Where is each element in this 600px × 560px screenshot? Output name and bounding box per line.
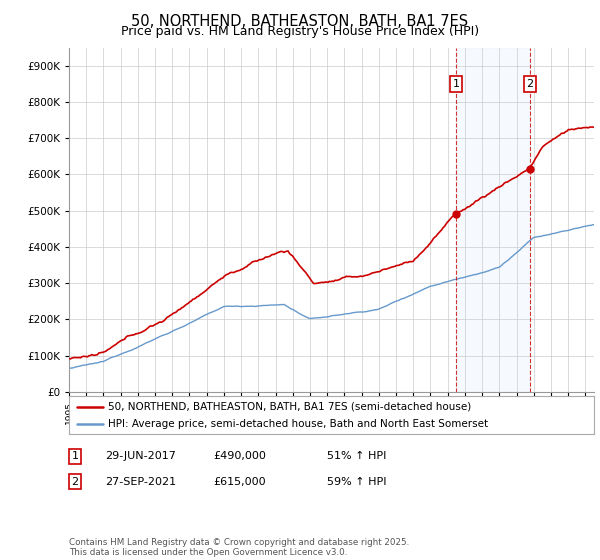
Text: HPI: Average price, semi-detached house, Bath and North East Somerset: HPI: Average price, semi-detached house,…	[109, 419, 488, 430]
Text: 29-JUN-2017: 29-JUN-2017	[105, 451, 176, 461]
Text: Price paid vs. HM Land Registry's House Price Index (HPI): Price paid vs. HM Land Registry's House …	[121, 25, 479, 38]
Bar	[456, 48, 530, 392]
Text: 2: 2	[71, 477, 79, 487]
Text: Contains HM Land Registry data © Crown copyright and database right 2025.
This d: Contains HM Land Registry data © Crown c…	[69, 538, 409, 557]
Text: £615,000: £615,000	[213, 477, 266, 487]
Text: 51% ↑ HPI: 51% ↑ HPI	[327, 451, 386, 461]
Text: 50, NORTHEND, BATHEASTON, BATH, BA1 7ES (semi-detached house): 50, NORTHEND, BATHEASTON, BATH, BA1 7ES …	[109, 402, 472, 412]
Text: 1: 1	[71, 451, 79, 461]
Text: 1: 1	[452, 79, 460, 89]
Text: 59% ↑ HPI: 59% ↑ HPI	[327, 477, 386, 487]
Text: £490,000: £490,000	[213, 451, 266, 461]
Text: 2: 2	[526, 79, 533, 89]
Text: 50, NORTHEND, BATHEASTON, BATH, BA1 7ES: 50, NORTHEND, BATHEASTON, BATH, BA1 7ES	[131, 14, 469, 29]
Text: 27-SEP-2021: 27-SEP-2021	[105, 477, 176, 487]
